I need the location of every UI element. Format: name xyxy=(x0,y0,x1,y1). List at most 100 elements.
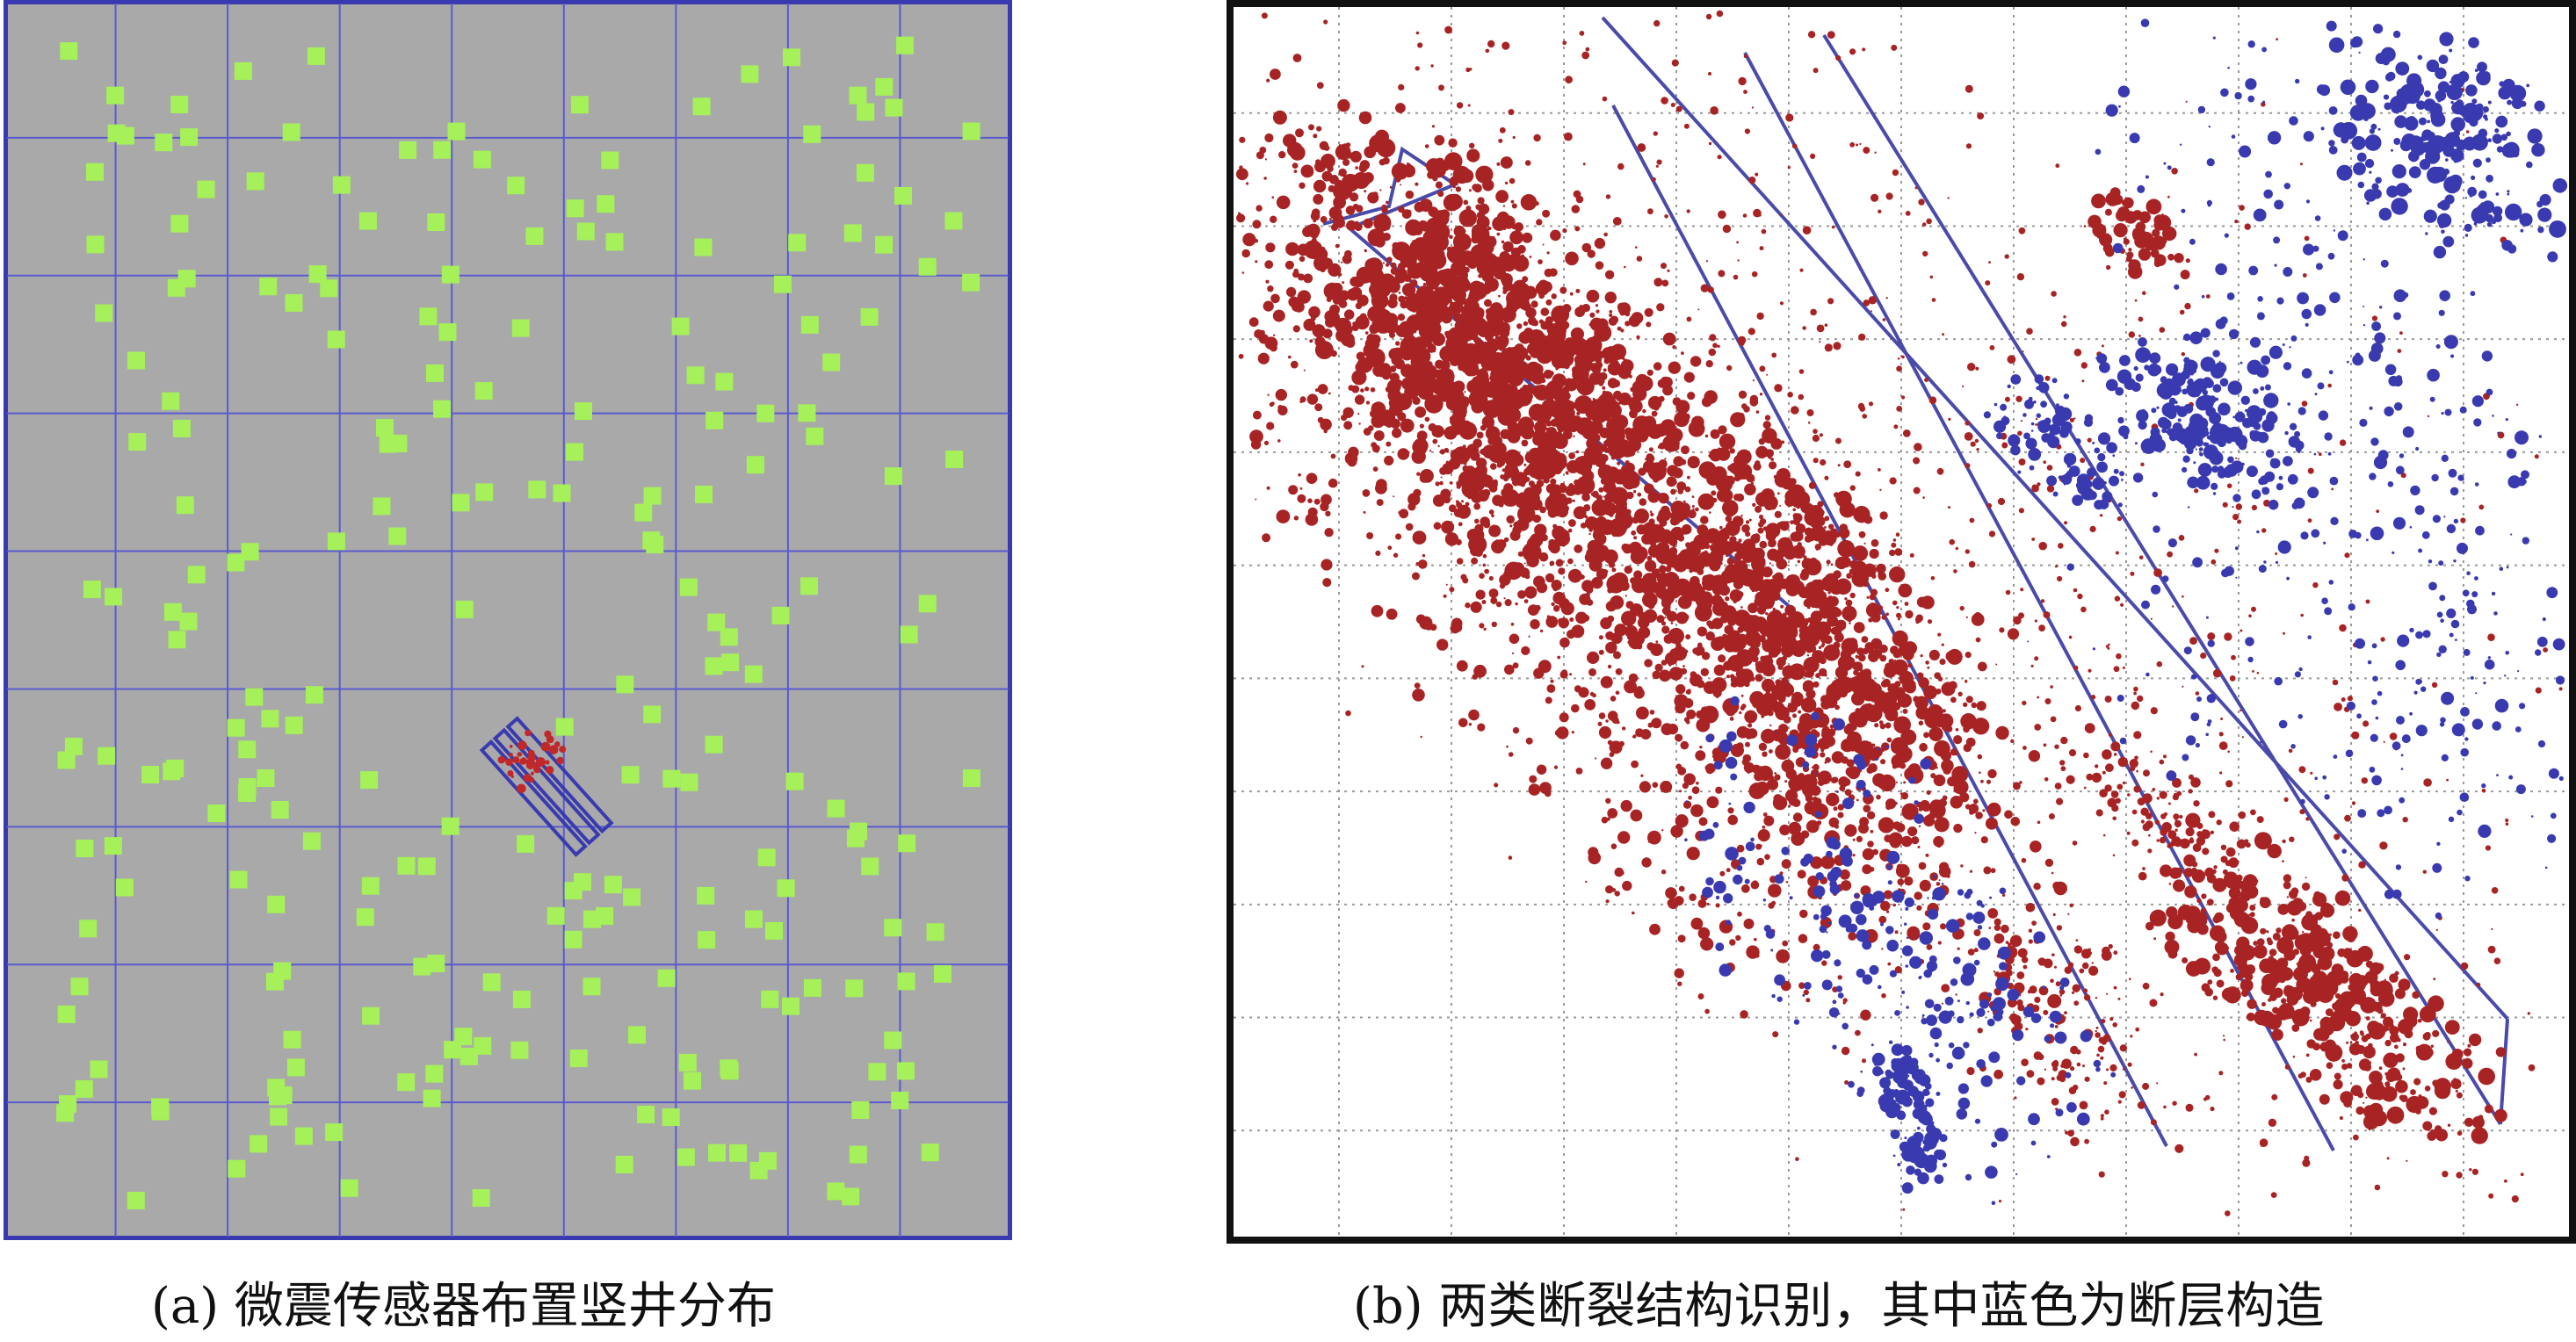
fracture-point xyxy=(1751,106,1755,109)
microseismic-event xyxy=(505,758,513,766)
fracture-point xyxy=(1726,364,1733,372)
fracture-point xyxy=(1508,390,1516,398)
fracture-point xyxy=(1473,438,1482,449)
fracture-point xyxy=(1872,848,1878,855)
fracture-point xyxy=(1856,647,1865,656)
fracture-point xyxy=(2302,273,2307,278)
fracture-point xyxy=(1711,637,1725,652)
fracture-point xyxy=(1901,803,1919,820)
fracture-point xyxy=(1938,865,1951,878)
fracture-point xyxy=(1699,746,1703,749)
fracture-point xyxy=(1849,485,1856,491)
fracture-point xyxy=(2145,198,2162,215)
fracture-point xyxy=(1613,493,1618,498)
fracture-point xyxy=(1607,664,1612,669)
fracture-point xyxy=(1969,869,1973,873)
fracture-point xyxy=(1364,386,1370,392)
fracture-point xyxy=(1511,453,1524,466)
fracture-point xyxy=(1617,624,1622,629)
fracture-point xyxy=(1856,685,1860,689)
fracture-point xyxy=(2468,1033,2482,1047)
fracture-point xyxy=(1830,563,1834,566)
fracture-point xyxy=(1654,568,1660,574)
fracture-point xyxy=(1700,937,1714,951)
fracture-point xyxy=(1784,780,1788,783)
fracture-point xyxy=(1409,239,1425,256)
fracture-point xyxy=(2167,253,2174,261)
fracture-point xyxy=(1458,470,1477,489)
fracture-point xyxy=(1780,604,1784,609)
fracture-point xyxy=(2495,1047,2507,1057)
fracture-point xyxy=(1463,462,1467,465)
fracture-point xyxy=(1444,532,1459,546)
fracture-point xyxy=(1612,217,1622,226)
fracture-point xyxy=(1586,289,1600,303)
fracture-point xyxy=(2190,777,2201,788)
fracture-point xyxy=(1310,315,1316,321)
fracture-point xyxy=(1575,768,1583,775)
fracture-point xyxy=(1916,905,1922,911)
fracture-point xyxy=(1668,667,1683,681)
fracture-point xyxy=(2371,972,2377,978)
fracture-point xyxy=(1476,431,1484,439)
fracture-point xyxy=(1487,444,1491,449)
fracture-point xyxy=(1764,415,1771,421)
fracture-point xyxy=(1562,40,1567,46)
fracture-point xyxy=(1799,909,1808,919)
sensor-marker xyxy=(273,962,292,980)
fracture-point xyxy=(1722,532,1730,540)
fracture-point xyxy=(1959,605,1965,611)
fracture-point xyxy=(1689,775,1696,782)
sensor-marker xyxy=(756,404,775,422)
fracture-point xyxy=(1299,396,1306,403)
fracture-point xyxy=(2034,656,2039,661)
fracture-point xyxy=(1509,633,1520,645)
fracture-point xyxy=(1531,331,1538,338)
fracture-point xyxy=(1720,489,1733,502)
fracture-point xyxy=(1650,540,1656,547)
fracture-point xyxy=(1610,315,1619,324)
fracture-point xyxy=(1611,359,1619,368)
fracture-point xyxy=(1708,348,1717,357)
fracture-point xyxy=(1546,684,1556,693)
fracture-point xyxy=(1656,303,1665,312)
fracture-point xyxy=(1452,446,1471,465)
fracture-point xyxy=(2229,675,2236,682)
sensor-marker xyxy=(771,606,790,624)
fracture-point xyxy=(1314,341,1334,359)
fracture-point xyxy=(1495,601,1502,608)
fracture-point xyxy=(1320,246,1326,252)
fracture-point xyxy=(2102,833,2106,837)
fracture-point xyxy=(1799,268,1804,272)
fracture-point xyxy=(1567,558,1574,565)
fracture-point xyxy=(1853,622,1865,633)
fracture-point xyxy=(1698,551,1711,564)
fracture-point xyxy=(1924,378,1929,382)
fracture-point xyxy=(1734,552,1743,561)
fracture-point xyxy=(2376,509,2380,513)
fracture-point xyxy=(1369,323,1379,335)
fracture-point xyxy=(2250,809,2256,816)
fracture-point xyxy=(1759,675,1763,681)
sensor-marker xyxy=(238,778,257,796)
fracture-point xyxy=(2099,789,2108,797)
fracture-point xyxy=(2183,868,2194,877)
fracture-point xyxy=(1528,783,1541,796)
fracture-point xyxy=(2080,458,2086,464)
fracture-point xyxy=(1275,388,1287,401)
fracture-point xyxy=(2369,1082,2382,1095)
sensor-marker xyxy=(616,675,634,694)
fracture-point xyxy=(1503,405,1510,413)
fracture-point xyxy=(1837,975,1842,980)
fracture-point xyxy=(1904,877,1914,886)
fracture-point xyxy=(1670,555,1676,561)
fracture-point xyxy=(1345,710,1351,717)
fracture-point xyxy=(1373,430,1385,441)
fracture-point xyxy=(2047,993,2062,1008)
fracture-point xyxy=(1548,498,1552,501)
fracture-point xyxy=(1975,637,1981,643)
fracture-point xyxy=(1517,551,1523,557)
fracture-point xyxy=(1581,462,1591,472)
fracture-point xyxy=(2097,1045,2105,1053)
fracture-point xyxy=(1736,844,1745,853)
